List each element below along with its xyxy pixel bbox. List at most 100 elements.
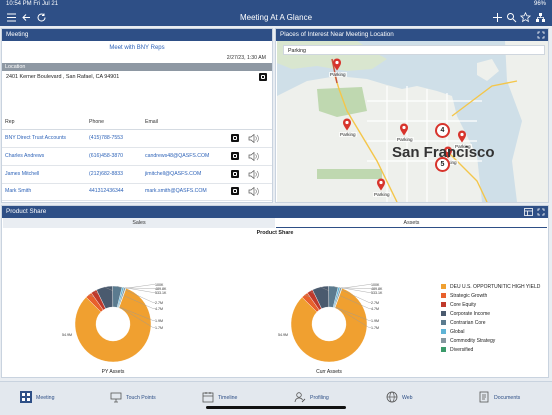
star-icon[interactable]	[519, 11, 532, 24]
rep-email[interactable]: mark.smith@QASFS.COM	[145, 188, 207, 195]
map-cluster-badge[interactable]: 5	[435, 157, 450, 172]
col-rep: Rep	[5, 119, 15, 125]
rep-row[interactable]: Scott Andrews(616)458-3870sandrews@QASFS…	[2, 201, 272, 202]
slice-label: 54.9M	[278, 333, 288, 337]
product-share-title: Product Share	[2, 206, 548, 218]
map-pin-icon[interactable]	[376, 178, 386, 191]
slice-label: 489.8K	[155, 287, 167, 291]
legend-item[interactable]: Contrarian Core	[441, 320, 548, 329]
pie-slice[interactable]	[74, 288, 152, 363]
legend-item[interactable]: Diversified	[441, 347, 548, 356]
expand-chart-icon[interactable]	[537, 208, 545, 216]
slice-leader-line	[340, 287, 371, 289]
slice-label: 1.7M	[371, 326, 379, 330]
map-pin-icon[interactable]	[342, 118, 352, 131]
pie-slice[interactable]	[290, 288, 368, 363]
map-pin-icon[interactable]	[457, 130, 467, 143]
rep-details-button[interactable]	[231, 187, 239, 196]
map-cluster-badge[interactable]: 4	[435, 123, 450, 138]
document-icon	[479, 391, 489, 403]
table-view-icon[interactable]	[524, 208, 533, 216]
slice-label: 1.7M	[155, 326, 163, 330]
pie-slice[interactable]	[334, 287, 343, 309]
slice-label: 54.9M	[62, 333, 72, 337]
open-address-button[interactable]	[259, 73, 267, 81]
slice-label: 1.9M	[371, 319, 379, 323]
tab-sales[interactable]: Sales	[3, 218, 275, 228]
add-icon[interactable]	[491, 11, 504, 24]
legend-label: Diversified	[450, 347, 474, 353]
chart-title: Product Share	[256, 230, 294, 236]
legend-item[interactable]: DEU U.S. OPPORTUNITIC HIGH YIELD	[441, 284, 548, 293]
calendar-icon	[202, 392, 214, 403]
chart-legend: DEU U.S. OPPORTUNITIC HIGH YIELD Strategi…	[441, 284, 548, 356]
legend-label: Core Equity	[450, 302, 477, 308]
tab-assets[interactable]: Assets	[276, 218, 547, 228]
legend-swatch	[441, 302, 446, 307]
meeting-panel-title: Meeting	[2, 29, 272, 41]
slice-label: 2.7M	[371, 301, 379, 305]
rep-email[interactable]: jimitchell@QASFS.COM	[145, 170, 202, 177]
legend-label: Corporate Income	[450, 311, 491, 317]
legend-label: DEU U.S. OPPORTUNITIC HIGH YIELD	[450, 284, 541, 290]
legend-item[interactable]: Commodity Strategy	[441, 338, 548, 347]
map-pin-icon[interactable]	[443, 146, 453, 159]
legend-item[interactable]: Global	[441, 329, 548, 338]
speaker-icon[interactable]	[248, 151, 259, 161]
map-pin-label: Parking	[339, 132, 357, 137]
legend-item[interactable]: Corporate Income	[441, 311, 548, 320]
col-email: Email	[145, 119, 158, 125]
legend-label: Contrarian Core	[450, 320, 486, 326]
rep-details-button[interactable]	[231, 169, 239, 178]
speaker-icon[interactable]	[248, 187, 259, 197]
speaker-icon[interactable]	[248, 169, 259, 179]
legend-swatch	[441, 293, 446, 298]
rep-phone[interactable]: 441312436344	[89, 188, 124, 195]
search-icon[interactable]	[505, 11, 518, 24]
map-view[interactable]: Parking Parking Parking Parking Parking Park…	[277, 41, 548, 202]
legend-swatch	[441, 338, 446, 343]
rep-row[interactable]: BNY Direct Trust Accounts (415)788-7553	[2, 130, 272, 148]
speaker-icon[interactable]	[248, 134, 259, 143]
back-arrow-icon[interactable]	[20, 11, 33, 24]
slice-leader-line	[124, 287, 155, 289]
legend-item[interactable]: Strategic Growth	[441, 293, 548, 302]
reps-table-header: Rep Phone Email	[2, 117, 272, 130]
globe-icon	[386, 391, 398, 403]
slice-leader-line	[117, 286, 155, 303]
status-battery: 96%	[533, 1, 546, 7]
map-pin-label: Parking	[329, 72, 347, 77]
rep-email[interactable]: candrews48@QASFS.COM	[145, 152, 210, 159]
status-time: 10:54 PM Fri Jul 21	[6, 1, 59, 7]
meeting-name-link[interactable]: Meet with BNY Reps	[109, 45, 165, 51]
slice-label: 4.7M	[371, 307, 379, 311]
expand-icon[interactable]	[537, 31, 545, 39]
location-section-label: Location	[2, 63, 272, 71]
rep-name[interactable]: Mark Smith	[5, 188, 32, 195]
rep-details-button[interactable]	[231, 134, 239, 142]
legend-swatch	[441, 329, 446, 334]
menu-icon[interactable]	[5, 11, 18, 24]
rep-phone[interactable]: (212)682-8833	[89, 170, 124, 177]
rep-details-button[interactable]	[231, 151, 239, 160]
map-pin-label: Parking	[454, 144, 472, 149]
org-chart-icon[interactable]	[534, 11, 547, 24]
legend-item[interactable]: Core Equity	[441, 302, 548, 311]
rep-name[interactable]: BNY Direct Trust Accounts	[5, 135, 67, 141]
top-bar: Meeting At A Glance	[0, 9, 552, 26]
places-search-input[interactable]: Parking	[283, 45, 545, 55]
rep-row[interactable]: James Mitchell (212)682-8833 jimitchell@QA…	[2, 166, 272, 184]
map-pin-icon[interactable]	[399, 123, 409, 136]
rep-phone[interactable]: (616)458-3870	[89, 152, 124, 159]
meeting-panel: Meeting Meet with BNY Reps 2/27/23, 1:30…	[1, 28, 273, 203]
rep-phone[interactable]: (415)788-7553	[89, 135, 124, 141]
rep-name[interactable]: James Mitchell	[5, 170, 40, 177]
map-pin-icon[interactable]	[332, 58, 342, 71]
refresh-icon[interactable]	[35, 11, 48, 24]
rep-row[interactable]: Mark Smith 441312436344 mark.smith@QASFS.C…	[2, 183, 272, 202]
rep-row[interactable]: Charles Andrews (616)458-3870 candrews48@Q…	[2, 148, 272, 166]
rep-name[interactable]: Charles Andrews	[5, 152, 45, 159]
slice-label: 533.1K	[371, 291, 383, 295]
pie-slice[interactable]	[118, 287, 127, 309]
chart-subtitle: PY Assets	[102, 369, 125, 375]
